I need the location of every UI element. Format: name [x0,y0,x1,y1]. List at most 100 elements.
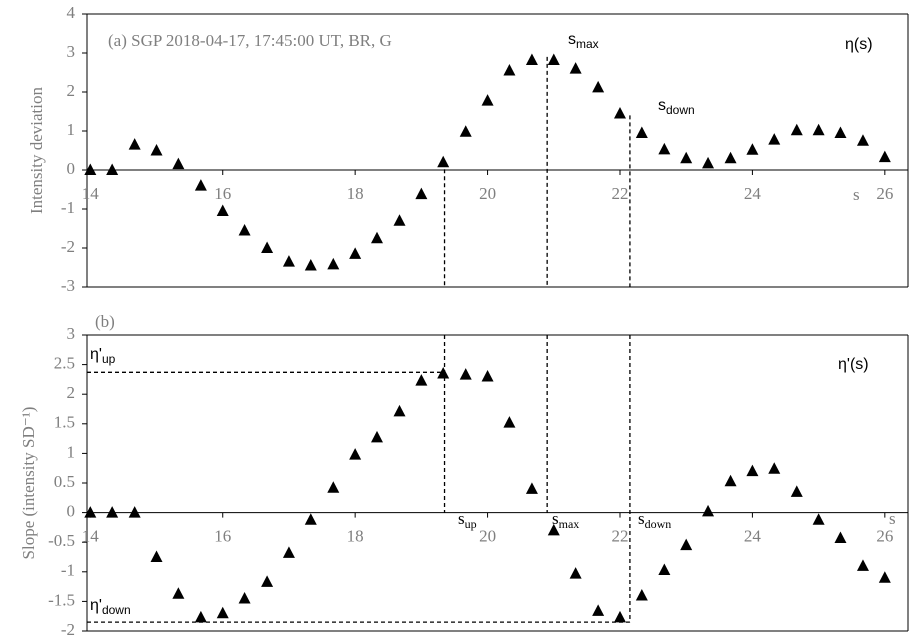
marker [768,133,781,145]
marker [790,123,803,136]
marker [547,523,560,536]
annotation-subscript: max [559,517,580,531]
annotation: smax [552,509,579,531]
marker [746,464,759,477]
annotation-text: s [638,509,645,528]
x-tick-label: 14 [82,527,100,546]
x-tick-label: 24 [744,527,762,546]
marker [150,144,163,156]
annotation-text: (b) [95,312,115,331]
x-tick-label: 20 [479,184,496,203]
marker [503,416,516,428]
annotation-subscript: up [465,517,477,531]
y-axis-label: Slope (intensity SD⁻¹) [19,407,38,560]
annotation: s [853,185,860,204]
y-tick-label: -2 [61,620,75,639]
y-tick-label: 2 [67,383,76,402]
annotation-subscript: max [576,37,599,51]
marker [481,369,494,382]
y-tick-label: -1.5 [48,590,75,609]
annotation-subscript: down [666,103,695,117]
marker [106,163,119,175]
y-tick-label: 0 [67,159,76,178]
y-tick-label: 2.5 [54,354,75,373]
marker [172,157,185,170]
annotation-subscript: down [645,517,672,531]
marker [525,482,538,494]
marker [415,374,428,386]
annotation-text: η(s) [845,36,873,53]
annotation-text: s [552,509,559,528]
marker [569,567,582,579]
marker [238,591,251,604]
annotation: sup [458,509,477,531]
y-tick-label: 1 [67,120,76,139]
marker [304,513,317,525]
x-tick-label: 18 [347,184,364,203]
marker [613,106,626,119]
x-tick-label: 22 [611,184,628,203]
marker [790,485,803,497]
marker [84,163,97,175]
x-tick-label: 18 [347,527,364,546]
marker [680,151,693,164]
marker [349,448,362,460]
x-tick-label: 26 [876,184,893,203]
annotation: η(s) [845,36,873,53]
x-tick-label: 26 [876,527,893,546]
annotation-subscript: up [102,352,116,366]
annotation-text: η' [90,346,102,363]
marker [393,214,406,226]
marker [525,53,538,66]
marker [415,187,428,200]
marker [393,404,406,417]
marker [370,231,383,244]
marker [304,259,317,271]
marker [812,123,825,136]
marker [261,575,274,587]
marker [216,606,229,619]
marker [724,474,737,487]
annotation-subscript: down [102,603,131,617]
marker [327,481,340,493]
x-tick-label: 24 [744,184,762,203]
y-tick-label: 1.5 [54,413,75,432]
y-tick-label: 0.5 [54,472,75,491]
marker [547,53,560,66]
marker [216,204,229,216]
annotation-text: η' [90,597,102,614]
marker [282,546,295,558]
y-tick-label: -2 [61,237,75,256]
marker [635,588,648,601]
marker [172,587,185,599]
x-tick-label: 14 [82,184,100,203]
annotation: (b) [95,312,115,331]
y-axis-label: Intensity deviation [27,87,46,215]
marker [702,156,715,169]
y-tick-label: -1 [61,198,75,217]
marker [724,151,737,164]
annotation-text: s [658,97,666,114]
marker [238,223,251,236]
y-tick-label: -0.5 [48,531,75,550]
annotation-text: s [458,509,465,528]
marker [702,504,715,517]
marker [481,94,494,106]
marker [282,255,295,267]
annotation-text: s [889,509,896,528]
annotation: η'up [90,346,116,366]
y-tick-label: 3 [67,42,76,61]
annotation: η'(s) [838,356,869,373]
marker [812,513,825,525]
annotation: sdown [658,97,695,117]
marker [437,155,450,168]
annotation-text: η'(s) [838,356,869,373]
marker [128,138,141,150]
marker [878,571,891,583]
marker [503,64,516,76]
annotation-text: s [568,31,576,48]
marker [569,62,582,74]
marker [856,559,869,571]
marker [150,550,163,562]
marker [261,241,274,253]
